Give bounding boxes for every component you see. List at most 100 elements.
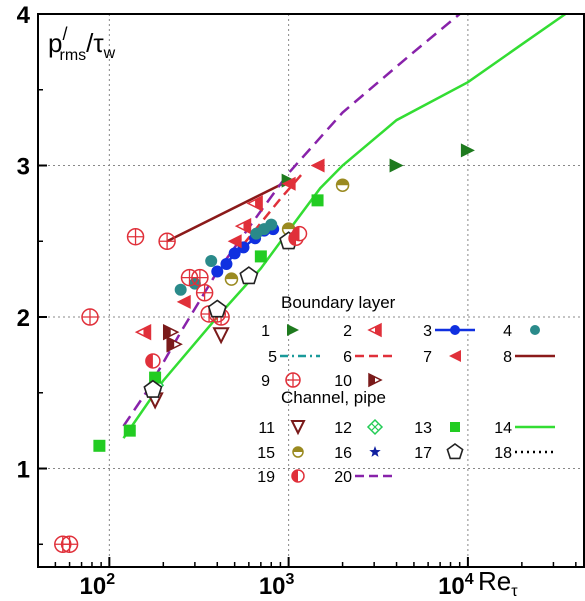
series-1-point — [389, 158, 404, 173]
legend-label: 15 — [257, 445, 275, 462]
y-axis-label: p/ rms/τw — [48, 24, 116, 64]
series-7-point — [227, 234, 242, 249]
series-17-point — [207, 299, 227, 318]
legend-swatch — [450, 325, 460, 335]
plot-frame — [37, 13, 585, 568]
legend: Boundary layer Channel, pipe 1 2 3 45 6 7 89 10… — [257, 293, 555, 486]
series-9-point — [158, 232, 176, 251]
series-17-point — [239, 266, 259, 285]
legend-swatch — [285, 372, 301, 388]
y-axis-label-w: w — [103, 45, 116, 62]
y-axis-label-p: p — [48, 28, 62, 58]
series-13-point — [93, 439, 106, 452]
legend-entry-16: 16 — [334, 445, 381, 462]
series-10-point — [162, 323, 180, 341]
legend-label: 16 — [334, 445, 352, 462]
legend-entry-9: 9 — [261, 372, 301, 390]
legend-entry-5: 5 — [268, 349, 320, 366]
legend-label: 3 — [423, 323, 432, 340]
legend-entry-2: 2 — [343, 322, 382, 340]
series-13-point — [123, 424, 136, 437]
legend-label: 2 — [343, 323, 352, 340]
legend-swatch — [368, 372, 383, 388]
series-3-point — [220, 257, 233, 270]
legend-swatch — [366, 418, 384, 436]
y-tick-label: 2 — [17, 305, 30, 332]
legend-label: 14 — [494, 420, 512, 437]
series-15-point — [224, 272, 239, 286]
legend-label: 18 — [494, 445, 512, 462]
series-20-line — [122, 13, 461, 427]
legend-label: 19 — [257, 469, 275, 486]
legend-swatch — [446, 443, 464, 460]
legend-entry-4: 4 — [503, 323, 540, 340]
legend-entry-1: 1 — [261, 323, 299, 340]
series-3-point — [228, 247, 241, 260]
series-2-point — [134, 323, 152, 341]
series-14-line — [122, 12, 567, 439]
series-13-point — [254, 250, 267, 263]
legend-swatch — [369, 446, 381, 457]
series-8-line — [166, 179, 290, 243]
legend-swatch — [292, 446, 304, 458]
legend-label: 12 — [334, 420, 352, 437]
x-axis-label-tau: τ — [511, 583, 518, 600]
x-tick-label: 102 — [80, 571, 116, 600]
series-19-point — [145, 353, 161, 369]
grid-lines — [38, 13, 585, 567]
series-19-point — [291, 225, 308, 242]
series-9-point — [126, 227, 145, 246]
legend-entry-3: 3 — [423, 323, 475, 340]
series-9-point — [195, 284, 214, 302]
legend-label: 1 — [261, 323, 270, 340]
series-9-point — [191, 268, 209, 287]
series-9-point — [60, 535, 79, 554]
legend-label: 8 — [503, 349, 512, 366]
legend-swatch — [449, 350, 461, 362]
legend-entry-17: 17 — [414, 443, 464, 462]
legend-entry-7: 7 — [423, 349, 461, 366]
legend-label: 4 — [503, 323, 512, 340]
series-4-point — [174, 283, 187, 296]
legend-label: 17 — [414, 445, 432, 462]
legend-swatch — [367, 322, 382, 338]
legend-entry-14: 14 — [494, 420, 555, 437]
series-9-point — [81, 308, 99, 326]
x-tick-label: 103 — [259, 571, 295, 600]
legend-swatch — [290, 420, 306, 436]
legend-entry-18: 18 — [494, 445, 555, 462]
legend-entry-20: 20 — [334, 469, 395, 486]
y-axis-label-tau: /τ — [86, 28, 104, 58]
legend-entry-15: 15 — [257, 445, 304, 462]
x-axis-label-re: Re — [478, 566, 511, 596]
legend-group-boundary-layer: Boundary layer — [281, 293, 396, 312]
series-11-point — [212, 327, 230, 345]
series-3-point — [211, 265, 224, 278]
y-tick-label: 3 — [17, 154, 30, 181]
legend-entry-11: 11 — [258, 420, 306, 437]
axis-ticks — [38, 13, 577, 567]
series-2-point — [246, 195, 263, 212]
series-2-point — [234, 217, 252, 235]
y-axis-label-rms: rms — [59, 47, 86, 64]
x-axis-label: Reτ — [478, 566, 518, 600]
series-7-point — [176, 294, 191, 309]
y-tick-label: 4 — [17, 2, 31, 29]
chart-markers — [54, 143, 475, 554]
legend-swatch — [530, 325, 540, 335]
legend-swatch — [450, 422, 460, 432]
series-13-point — [311, 194, 324, 207]
y-axis-label-prime: / — [62, 24, 67, 44]
series-17-point — [143, 379, 163, 398]
legend-swatch — [287, 324, 299, 336]
series-10-point — [166, 336, 183, 353]
legend-entry-8: 8 — [503, 349, 555, 366]
y-tick-label: 1 — [17, 457, 30, 484]
series-15-point — [335, 178, 350, 192]
legend-entry-6: 6 — [343, 349, 395, 366]
legend-label: 9 — [261, 373, 270, 390]
legend-group-channel-pipe: Channel, pipe — [281, 388, 386, 407]
legend-label: 13 — [414, 420, 432, 437]
legend-entry-19: 19 — [257, 469, 305, 486]
